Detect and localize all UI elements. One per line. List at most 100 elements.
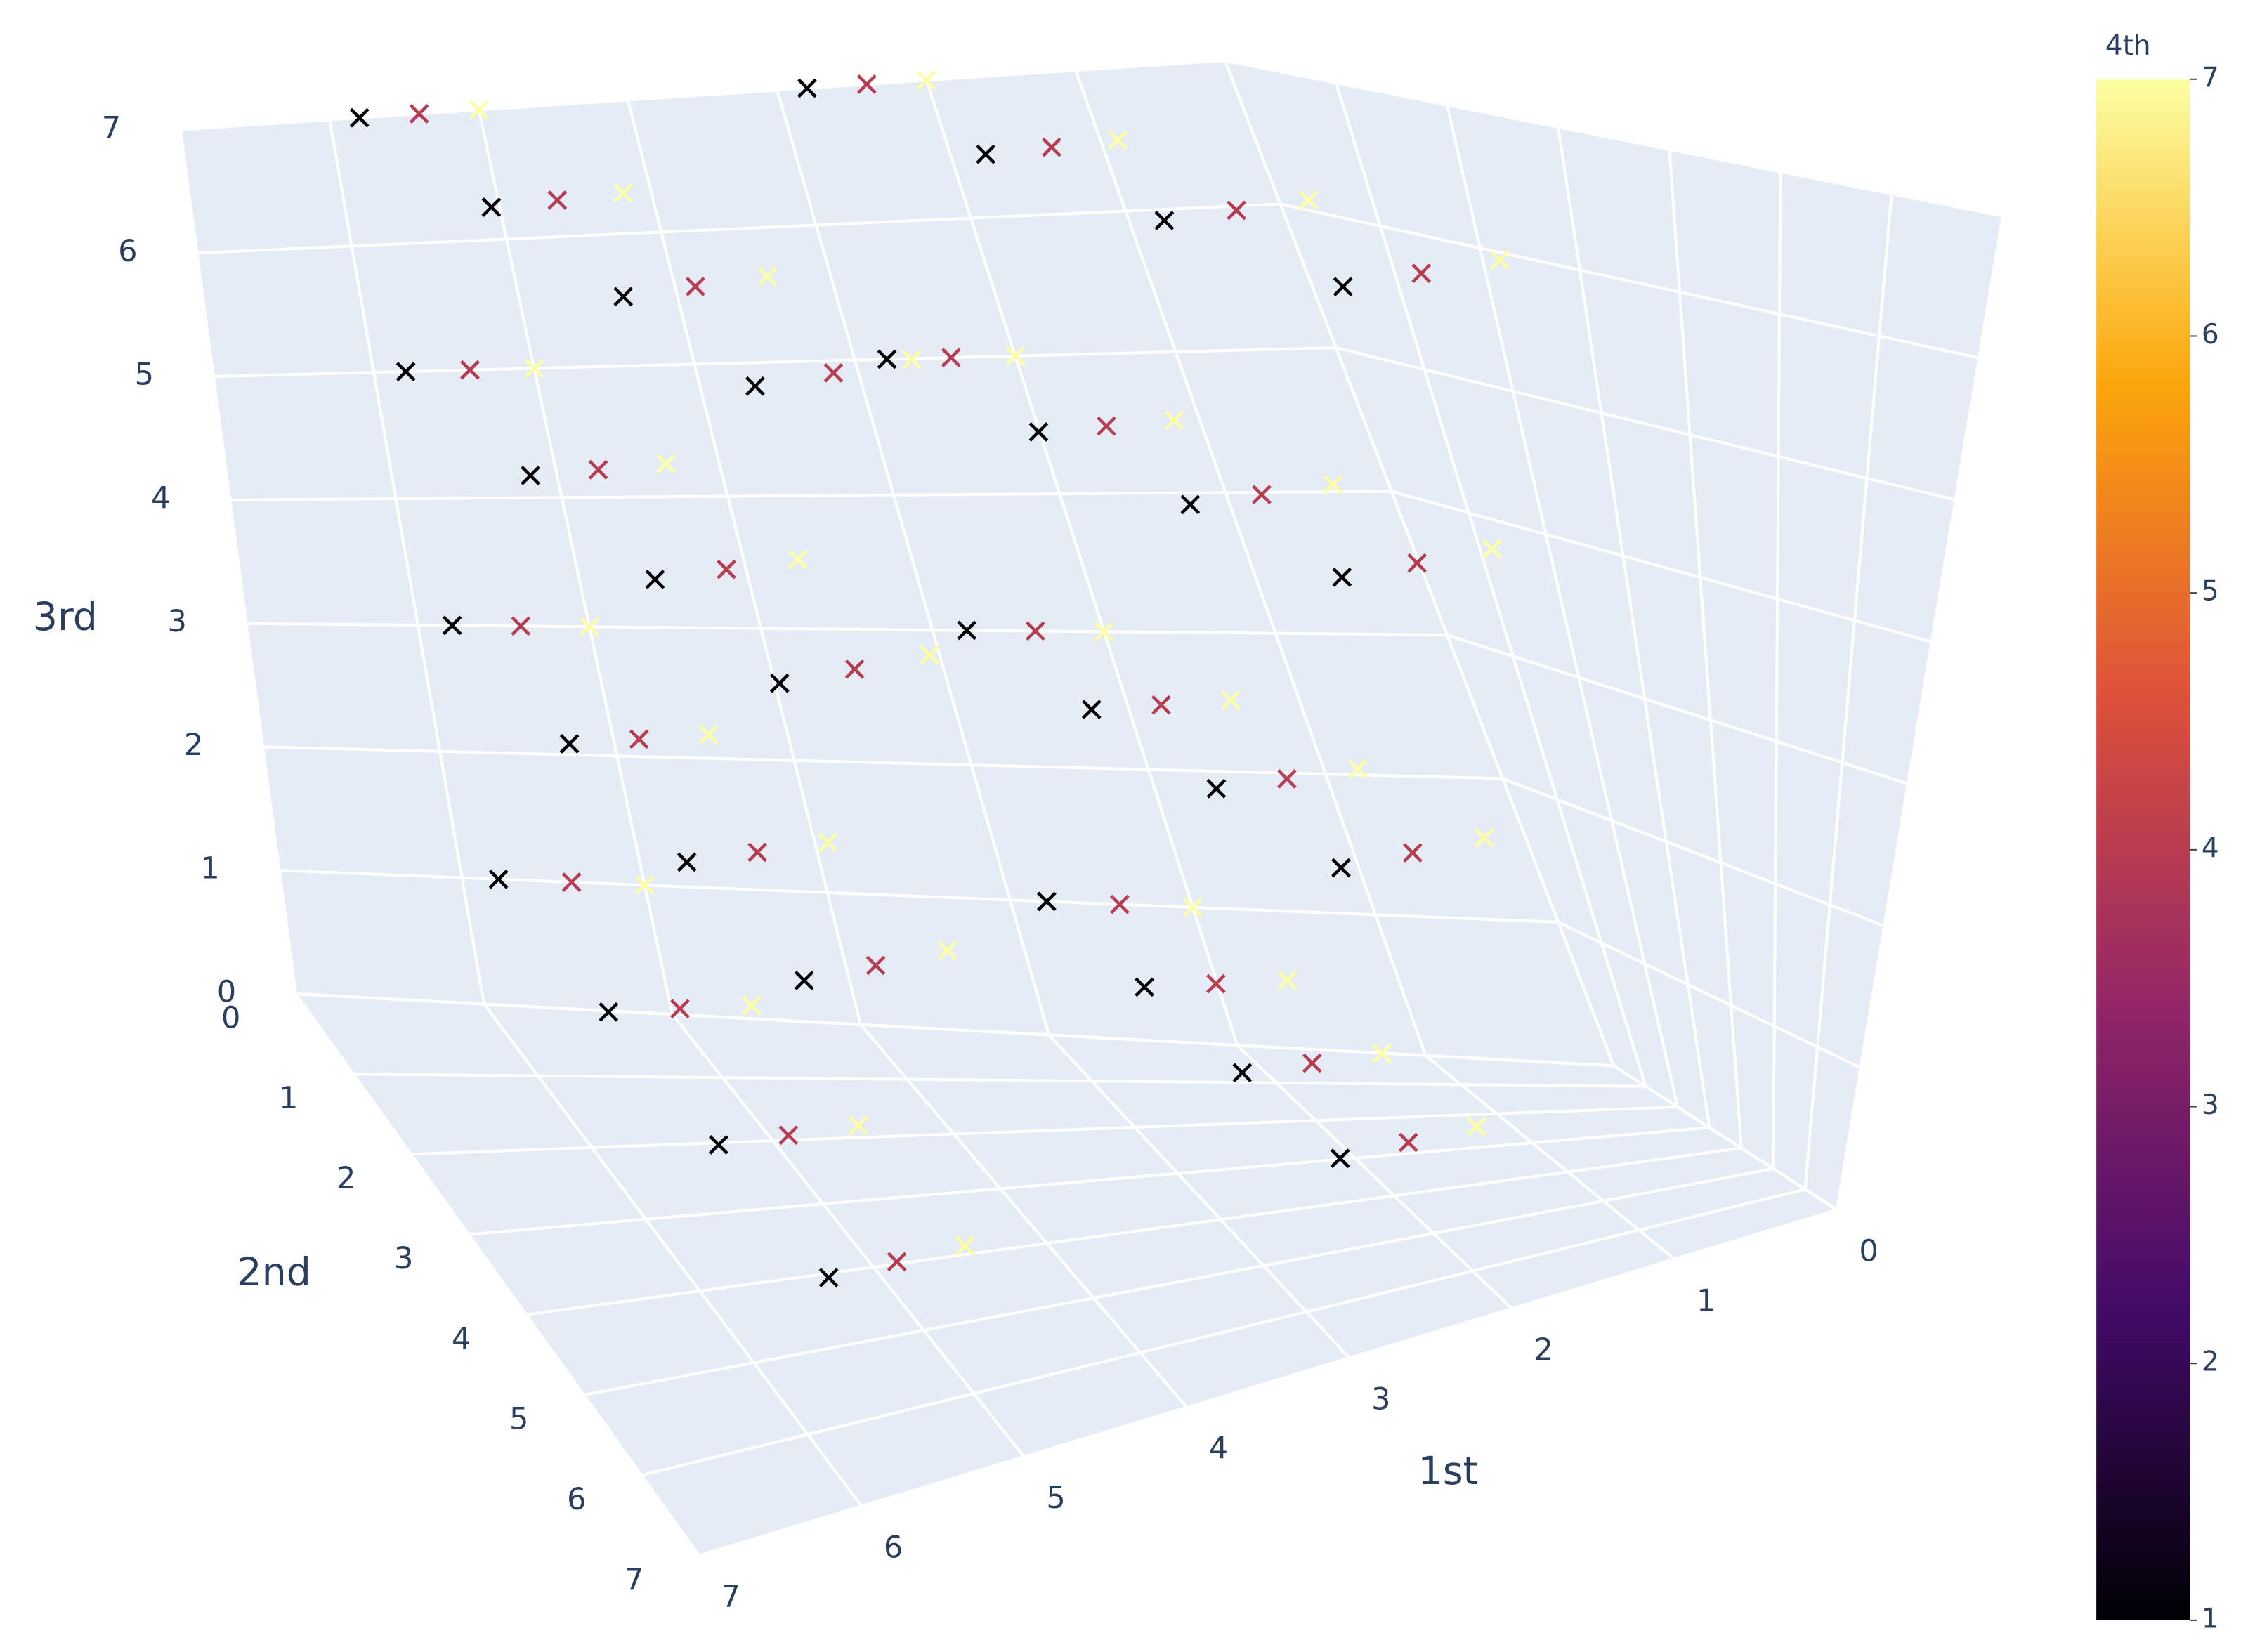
grid-line [263, 745, 1503, 780]
grid-line [1391, 490, 1933, 643]
marker-stroke [629, 729, 649, 749]
colorbar-title: 4th [2105, 30, 2151, 62]
point [976, 144, 996, 164]
grid-line [1557, 921, 1862, 1070]
tick-label: 0 [1859, 1233, 1878, 1268]
grid-line [1334, 82, 1647, 1087]
grid-line [583, 1167, 1774, 1397]
colorbar-tick-label: 7 [2202, 62, 2219, 93]
grid-line [197, 202, 1281, 255]
point [1005, 346, 1026, 366]
marker-stroke [1403, 843, 1423, 863]
grid-line [924, 79, 1239, 1046]
point [488, 869, 509, 889]
point [1094, 622, 1114, 642]
grid-line [1446, 634, 1909, 786]
marker-stroke [1333, 277, 1353, 297]
marker-stroke [613, 287, 634, 307]
point [887, 1252, 907, 1272]
marker-stroke [877, 349, 897, 369]
colorbar-tick-label: 1 [2202, 1603, 2219, 1634]
marker-stroke [670, 999, 690, 1019]
point [524, 358, 544, 379]
grid-line [178, 129, 297, 995]
point [1407, 553, 1427, 573]
marker-stroke [1466, 1117, 1486, 1136]
point [1474, 827, 1494, 848]
tick-label: 4 [452, 1321, 471, 1356]
point [511, 616, 531, 636]
colorbar-tick-label: 4 [2202, 832, 2219, 864]
point [747, 842, 768, 863]
grid-line [1280, 202, 1980, 360]
point [629, 729, 649, 749]
point [957, 620, 977, 641]
colorbar-tick-label: 5 [2202, 576, 2219, 608]
point [1372, 1044, 1392, 1063]
grid-line [1224, 59, 2004, 218]
colorbar-tick-label: 6 [2202, 319, 2219, 350]
tick-label: 0 [217, 974, 236, 1009]
marker-stroke [1221, 690, 1241, 711]
marker-stroke [559, 734, 580, 754]
marker-stroke [1298, 190, 1319, 210]
marker-stroke [769, 673, 790, 693]
marker-stroke [645, 570, 665, 589]
point [745, 376, 765, 396]
point [1154, 211, 1175, 230]
grid-line [776, 89, 1051, 1036]
marker-stroke [634, 875, 655, 896]
point [916, 70, 936, 91]
tick-label: 4 [1209, 1431, 1228, 1467]
point [717, 559, 736, 579]
floor [295, 993, 1838, 1556]
point [823, 362, 844, 383]
back-wall [1224, 60, 2003, 1210]
marker-stroke [844, 659, 865, 679]
marker-stroke [409, 104, 429, 124]
tick-label: 2 [1534, 1332, 1553, 1368]
marker-stroke [865, 955, 886, 976]
marker-stroke [1407, 553, 1427, 573]
marker-stroke [1183, 897, 1203, 917]
marker-stroke [1347, 759, 1368, 779]
tick-label: 0 [221, 1000, 240, 1035]
point [1180, 494, 1201, 515]
point [902, 350, 922, 369]
point [856, 74, 877, 94]
marker-stroke [976, 144, 996, 164]
point [409, 104, 429, 124]
tick-label: 5 [1046, 1481, 1065, 1516]
tick-label: 1 [1697, 1283, 1716, 1318]
grid-line [353, 1073, 1646, 1088]
point [877, 349, 897, 369]
marker-stroke [757, 266, 778, 287]
marker-stroke [823, 362, 844, 383]
marker-stroke [955, 1235, 975, 1256]
tick-label: 5 [509, 1402, 528, 1437]
point [1277, 970, 1298, 990]
grid-line [671, 1013, 1026, 1458]
point [937, 940, 958, 961]
marker-stroke [349, 107, 370, 128]
marker-stroke [1109, 894, 1130, 914]
marker-stroke [848, 1115, 868, 1136]
marker-stroke [1489, 250, 1510, 270]
point [1347, 759, 1368, 779]
point [797, 78, 817, 98]
marker-stroke [1081, 700, 1102, 720]
x-axis-title: 1st [1418, 1449, 1478, 1494]
point [709, 1135, 728, 1155]
point [1298, 190, 1319, 210]
marker-stroke [1164, 410, 1184, 431]
marker-stroke [1005, 346, 1026, 366]
point [1109, 894, 1130, 914]
point [1164, 410, 1184, 431]
marker-stroke [1332, 567, 1352, 587]
tick-label: 2 [184, 728, 203, 763]
point [1302, 1053, 1322, 1073]
marker-stroke [778, 1125, 799, 1146]
point [1277, 768, 1297, 789]
marker-stroke [547, 190, 568, 210]
